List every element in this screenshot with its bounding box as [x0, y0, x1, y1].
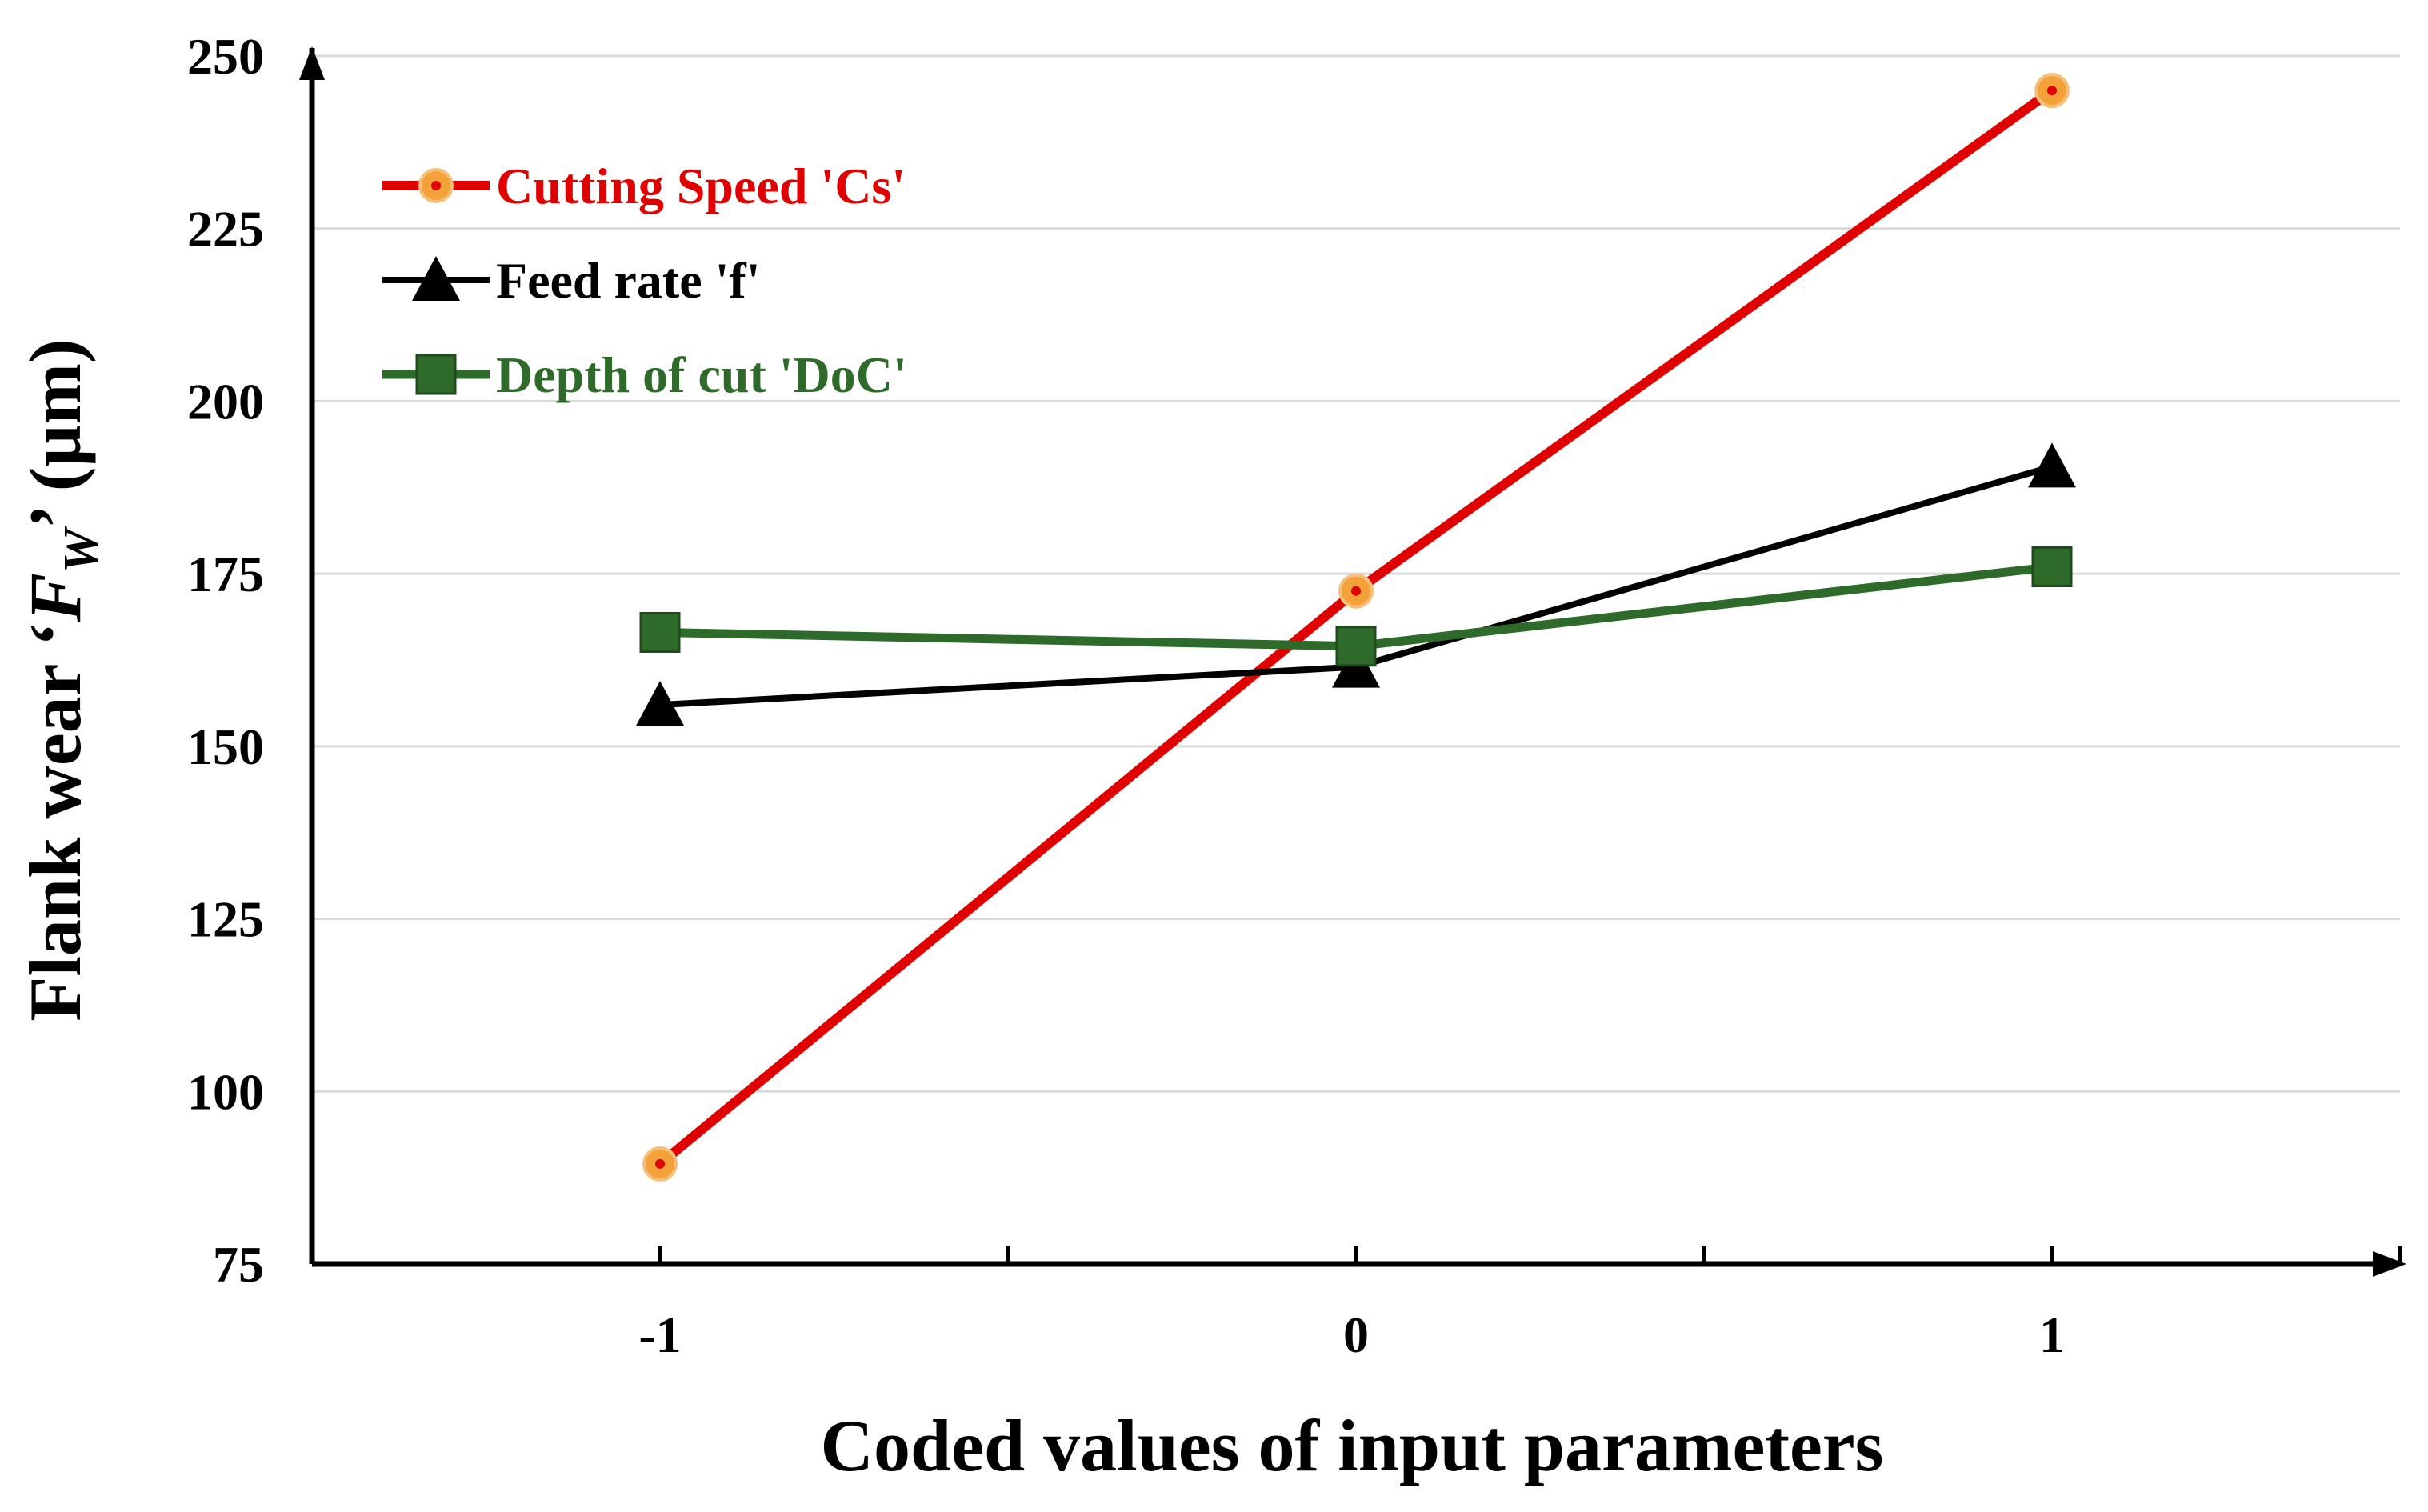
data-point-2-0: [639, 611, 681, 653]
y-tick-label-150: 150: [187, 718, 264, 775]
x-axis-label: Coded values of input parameters: [821, 1405, 1884, 1486]
y-tick-label-250: 250: [187, 28, 264, 85]
legend-swatch-marker-0: [418, 168, 454, 203]
legend: Cutting Speed 'Cs' Feed rate 'f' Depth of …: [382, 158, 907, 403]
x-tick-label--1: -1: [638, 1306, 681, 1363]
y-tick-label-175: 175: [187, 546, 264, 602]
legend-entry-1: Feed rate 'f': [382, 252, 761, 309]
series-2: [639, 546, 2073, 667]
y-axis-ticks: 75 100 125 150 175 200 225 250: [187, 28, 264, 1293]
legend-label-2: Depth of cut 'DoC': [496, 346, 907, 403]
y-tick-label-125: 125: [187, 891, 264, 948]
x-tick-label-0: 0: [1343, 1306, 1369, 1363]
y-axis-arrow: [299, 46, 325, 80]
legend-swatch-marker-2: [415, 354, 457, 395]
y-axis-label-suffix: ’ (µm): [14, 338, 96, 529]
y-axis-label: Flank wear ‘FW’ (µm): [14, 338, 109, 1021]
x-tick-label-1: 1: [2039, 1306, 2065, 1363]
x-axis-ticks: -1 0 1: [638, 1246, 2402, 1363]
data-point-1-0: [636, 681, 684, 726]
series-lines: [636, 73, 2076, 1182]
legend-label-0: Cutting Speed 'Cs': [496, 158, 906, 214]
y-tick-label-100: 100: [187, 1063, 264, 1120]
legend-label-1: Feed rate 'f': [496, 252, 761, 309]
data-point-1-2: [2028, 442, 2076, 488]
data-point-2-2: [2031, 546, 2073, 588]
data-point-0-1: [1338, 573, 1374, 609]
data-point-0-2: [2034, 73, 2070, 109]
y-tick-label-225: 225: [187, 201, 264, 258]
series-0: [642, 73, 2070, 1182]
gridlines: [312, 54, 2400, 1093]
y-axis-label-symbol: F: [14, 573, 96, 622]
x-axis-arrow: [2373, 1251, 2406, 1277]
data-point-2-1: [1335, 626, 1377, 667]
data-point-0-0: [642, 1146, 678, 1182]
legend-entry-0: Cutting Speed 'Cs': [382, 158, 906, 214]
y-tick-label-200: 200: [187, 373, 264, 430]
y-axis-label-subscript: W: [54, 526, 109, 573]
y-tick-label-75: 75: [213, 1236, 264, 1293]
legend-entry-2: Depth of cut 'DoC': [382, 346, 907, 403]
y-axis-label-prefix: Flank wear ‘: [14, 622, 96, 1022]
legend-swatch-marker-1: [412, 256, 460, 301]
